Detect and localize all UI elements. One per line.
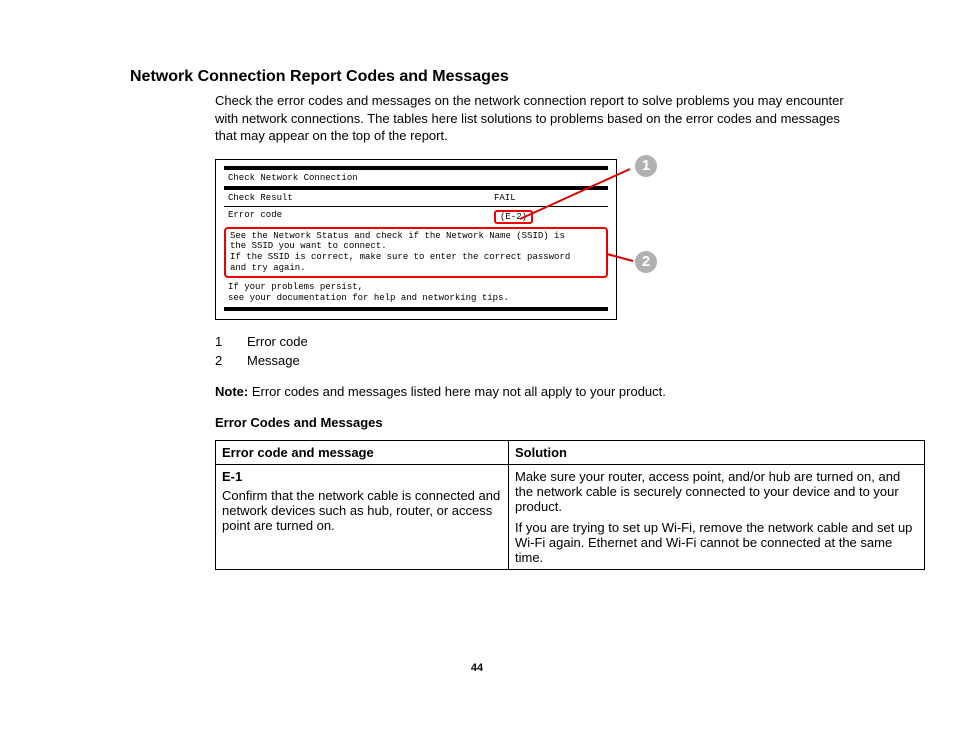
intro-text: Check the error codes and messages on th… bbox=[215, 92, 854, 145]
callout-2: 2 bbox=[635, 251, 657, 273]
note-text: Error codes and messages listed here may… bbox=[248, 384, 666, 399]
msg-line: See the Network Status and check if the … bbox=[230, 231, 602, 242]
report-figure: Check Network Connection Check Result FA… bbox=[215, 159, 665, 321]
note-label: Note: bbox=[215, 384, 248, 399]
error-code-value: (E-2) bbox=[494, 210, 533, 224]
msg-line: and try again. bbox=[230, 263, 602, 274]
section-subhead: Error Codes and Messages bbox=[215, 415, 854, 430]
persist-line: see your documentation for help and netw… bbox=[228, 293, 604, 304]
error-code-label: Error code bbox=[228, 210, 494, 224]
check-result-value: FAIL bbox=[494, 193, 604, 203]
report-printout: Check Network Connection Check Result FA… bbox=[215, 159, 617, 321]
report-header: Check Network Connection bbox=[228, 173, 604, 183]
msg-line: the SSID you want to connect. bbox=[230, 241, 602, 252]
table-row: E-1 Confirm that the network cable is co… bbox=[216, 465, 925, 570]
legend-num: 1 bbox=[215, 334, 247, 349]
legend-num: 2 bbox=[215, 353, 247, 368]
solution-text: If you are trying to set up Wi-Fi, remov… bbox=[515, 520, 918, 565]
legend-label: Error code bbox=[247, 334, 308, 349]
page-number: 44 bbox=[0, 662, 954, 674]
error-code: E-1 bbox=[222, 469, 502, 484]
solution-text: Make sure your router, access point, and… bbox=[515, 469, 918, 514]
callout-1: 1 bbox=[635, 155, 657, 177]
col-header-solution: Solution bbox=[509, 441, 925, 465]
legend-label: Message bbox=[247, 353, 300, 368]
check-result-label: Check Result bbox=[228, 193, 494, 203]
msg-line: If the SSID is correct, make sure to ent… bbox=[230, 252, 602, 263]
note: Note: Error codes and messages listed he… bbox=[215, 384, 854, 399]
error-codes-table: Error code and message Solution E-1 Conf… bbox=[215, 440, 925, 570]
report-message-box: See the Network Status and check if the … bbox=[224, 227, 608, 278]
persist-line: If your problems persist, bbox=[228, 282, 604, 293]
error-desc: Confirm that the network cable is connec… bbox=[222, 488, 500, 533]
figure-legend: 1 Error code 2 Message bbox=[215, 334, 854, 368]
page-title: Network Connection Report Codes and Mess… bbox=[130, 68, 854, 86]
col-header-code: Error code and message bbox=[216, 441, 509, 465]
